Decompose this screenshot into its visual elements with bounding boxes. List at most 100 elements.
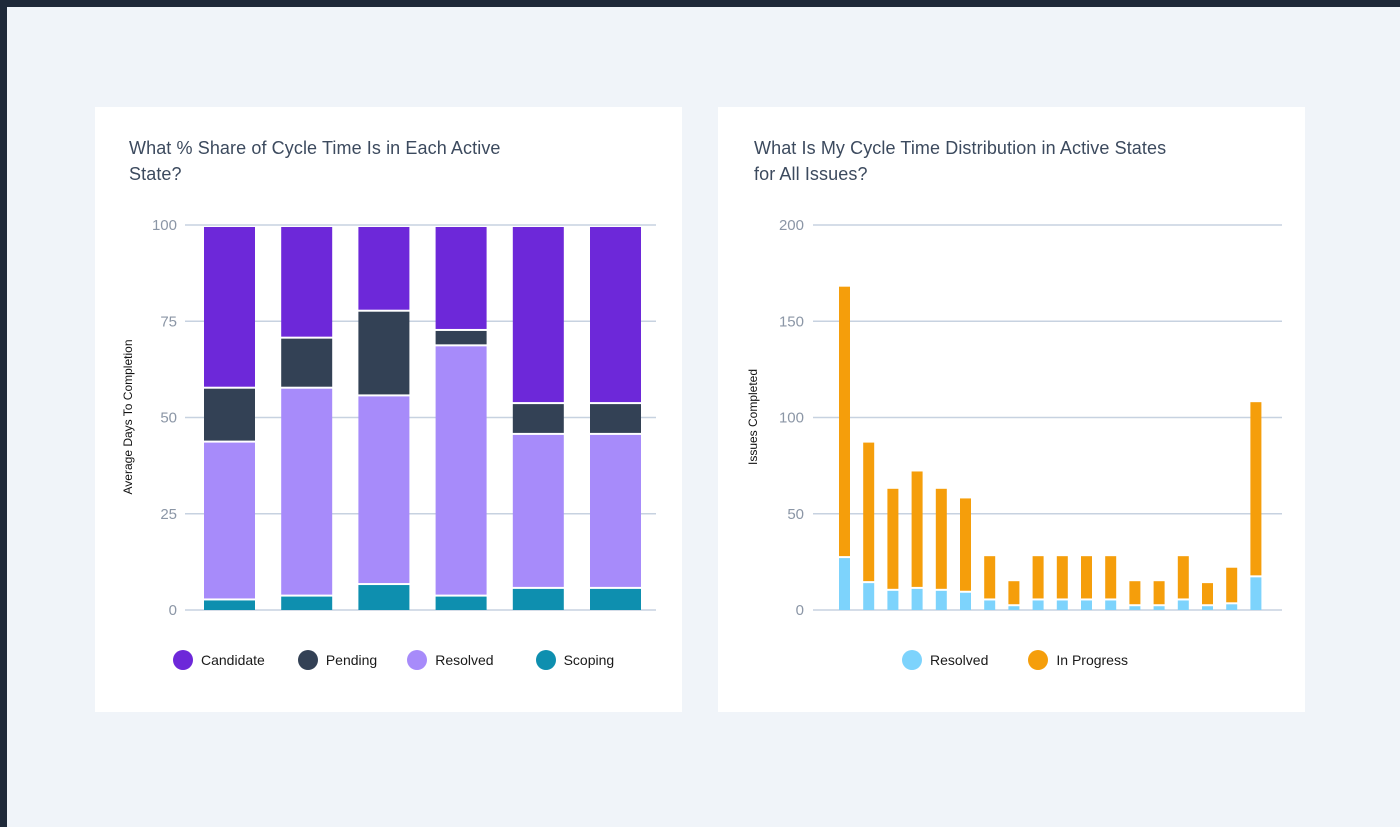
bar-segment-resolved[interactable]: [911, 588, 923, 610]
bar-segment-resolved[interactable]: [887, 590, 899, 610]
bar-segment-in-progress[interactable]: [1032, 556, 1044, 599]
bar-segment-pending[interactable]: [590, 404, 641, 433]
y-tick-label: 25: [160, 506, 177, 523]
bar-segment-resolved[interactable]: [281, 388, 333, 595]
bar-segment-in-progress[interactable]: [1129, 581, 1141, 605]
gridlines: [185, 224, 656, 611]
bar-segment-resolved[interactable]: [935, 590, 947, 610]
bar-segment-resolved[interactable]: [1032, 600, 1044, 610]
legend-label: Candidate: [201, 652, 265, 668]
bar-segment-resolved[interactable]: [1105, 600, 1117, 610]
bar-segment-resolved[interactable]: [863, 583, 875, 610]
legend-item-pending[interactable]: Pending: [297, 650, 378, 670]
bar-segment-resolved[interactable]: [1177, 600, 1189, 610]
bars: [204, 227, 641, 610]
bar-segment-resolved[interactable]: [1129, 606, 1141, 610]
y-tick-label: 100: [152, 217, 177, 234]
bar-segment-in-progress[interactable]: [911, 471, 923, 587]
bar-segment-in-progress[interactable]: [1056, 556, 1068, 599]
legend-label: Scoping: [563, 652, 615, 668]
y-axis-ticks: 200 150 100 50 0: [779, 217, 804, 619]
bar-segment-resolved[interactable]: [204, 442, 255, 599]
bar-segment-resolved[interactable]: [590, 434, 641, 587]
bar-segment-resolved[interactable]: [1008, 606, 1020, 610]
bar-segment-scoping[interactable]: [435, 596, 487, 610]
cycle-time-share-card: What % Share of Cycle Time Is in Each Ac…: [95, 107, 682, 712]
bar-segment-scoping[interactable]: [281, 596, 333, 610]
chart-title: What % Share of Cycle Time Is in Each Ac…: [129, 138, 501, 184]
bar-segment-in-progress[interactable]: [1177, 556, 1189, 599]
legend-label: Resolved: [930, 652, 989, 668]
bar-segment-candidate[interactable]: [435, 227, 487, 329]
y-axis-ticks: 100 75 50 25 0: [152, 217, 177, 619]
dashboard-canvas: What % Share of Cycle Time Is in Each Ac…: [7, 7, 1400, 827]
bar-segment-in-progress[interactable]: [960, 498, 971, 591]
y-axis-label: Average Days To Completion: [121, 340, 135, 495]
y-tick-label: 100: [779, 410, 804, 427]
y-tick-label: 50: [787, 506, 804, 523]
bar-segment-resolved[interactable]: [1250, 577, 1262, 610]
resolved-swatch-icon: [902, 650, 922, 670]
y-axis-label: Issues Completed: [746, 369, 760, 465]
bar-segment-in-progress[interactable]: [839, 286, 850, 557]
bar-segment-in-progress[interactable]: [887, 488, 899, 589]
legend-label: In Progress: [1056, 652, 1128, 668]
legend: Resolved In Progress: [902, 650, 1128, 670]
bars: [839, 286, 1262, 610]
bar-segment-candidate[interactable]: [204, 227, 255, 387]
bar-segment-in-progress[interactable]: [1008, 581, 1020, 605]
legend-item-scoping[interactable]: Scoping: [535, 650, 615, 670]
bar-segment-in-progress[interactable]: [1153, 581, 1165, 605]
bar-segment-scoping[interactable]: [590, 588, 641, 610]
legend-item-candidate[interactable]: Candidate: [173, 650, 265, 670]
bar-segment-resolved[interactable]: [1226, 604, 1238, 610]
bar-segment-in-progress[interactable]: [1250, 402, 1262, 576]
bar-segment-pending[interactable]: [281, 338, 333, 387]
bar-segment-resolved[interactable]: [1153, 606, 1165, 610]
cycle-time-distribution-card: What Is My Cycle Time Distribution in Ac…: [718, 107, 1305, 712]
in-progress-swatch-icon: [1028, 650, 1049, 670]
bar-segment-resolved[interactable]: [435, 346, 487, 595]
bar-segment-resolved[interactable]: [512, 434, 564, 587]
bar-segment-in-progress[interactable]: [1081, 556, 1092, 599]
bar-segment-pending[interactable]: [358, 311, 410, 395]
bar-segment-candidate[interactable]: [358, 227, 410, 310]
y-tick-label: 200: [779, 217, 804, 234]
y-tick-label: 75: [160, 313, 177, 330]
bar-segment-resolved[interactable]: [358, 396, 410, 584]
bar-segment-pending[interactable]: [435, 330, 487, 345]
bar-segment-in-progress[interactable]: [1105, 556, 1117, 599]
bar-segment-scoping[interactable]: [204, 600, 255, 610]
bar-segment-candidate[interactable]: [590, 227, 641, 403]
pending-swatch-icon: [297, 650, 318, 670]
cycle-time-share-chart: 100 75 50 25 0 Average Days To Completion: [121, 217, 656, 619]
legend-label: Pending: [325, 652, 378, 668]
chart-title: What Is My Cycle Time Distribution in Ac…: [754, 138, 1167, 184]
bar-segment-resolved[interactable]: [1202, 606, 1213, 610]
bar-segment-in-progress[interactable]: [935, 488, 947, 589]
y-tick-label: 50: [160, 410, 177, 427]
bar-segment-resolved[interactable]: [960, 592, 971, 610]
legend-item-in-progress[interactable]: In Progress: [1028, 650, 1128, 670]
legend-item-resolved[interactable]: Resolved: [902, 650, 988, 670]
y-tick-label: 0: [169, 602, 177, 619]
legend-item-resolved[interactable]: Resolved: [407, 650, 494, 670]
legend-label: Resolved: [435, 652, 494, 668]
bar-segment-scoping[interactable]: [358, 585, 410, 610]
bar-segment-resolved[interactable]: [1081, 600, 1092, 610]
bar-segment-candidate[interactable]: [512, 227, 564, 403]
bar-segment-in-progress[interactable]: [1202, 583, 1213, 605]
bar-segment-in-progress[interactable]: [1226, 567, 1238, 603]
bar-segment-resolved[interactable]: [984, 600, 996, 610]
bar-segment-candidate[interactable]: [281, 227, 333, 337]
bar-segment-in-progress[interactable]: [984, 556, 996, 599]
bar-segment-resolved[interactable]: [1056, 600, 1068, 610]
bar-segment-pending[interactable]: [512, 404, 564, 433]
bar-segment-in-progress[interactable]: [863, 442, 875, 582]
bar-segment-pending[interactable]: [204, 388, 255, 441]
scoping-swatch-icon: [535, 650, 556, 670]
y-tick-label: 0: [796, 602, 804, 619]
legend: Candidate Pending Resolved Scoping: [173, 650, 614, 670]
bar-segment-resolved[interactable]: [839, 558, 850, 610]
bar-segment-scoping[interactable]: [512, 588, 564, 610]
